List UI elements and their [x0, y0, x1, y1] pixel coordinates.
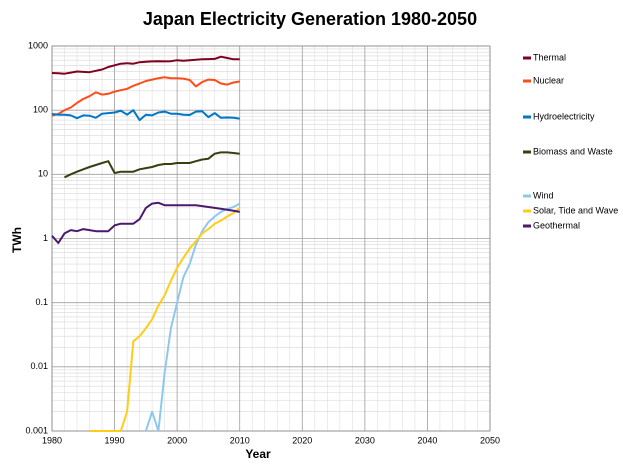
y-tick-label: 0.01 [30, 361, 48, 371]
legend-label: Hydroelectricity [533, 111, 595, 121]
legend-label: Nuclear [533, 75, 564, 85]
series-line [51, 55, 240, 75]
legend-label: Wind [533, 190, 554, 200]
x-tick-label: 2040 [417, 435, 437, 445]
x-tick-label: 1980 [42, 435, 62, 445]
legend-label: Solar, Tide and Wave [533, 205, 618, 215]
x-tick-label: 2010 [230, 435, 250, 445]
series-line [64, 151, 240, 179]
y-tick-label: 1000 [28, 40, 48, 50]
x-tick-label: 2000 [167, 435, 187, 445]
x-axis-label: Year [245, 447, 271, 461]
y-tick-label: 100 [33, 105, 48, 115]
y-tick-label: 0.1 [35, 297, 48, 307]
plot-frame [51, 45, 491, 432]
x-tick-label: 2030 [355, 435, 375, 445]
series-line [51, 201, 240, 244]
y-axis-label: TWh [10, 227, 24, 253]
x-tick-label: 2020 [292, 435, 312, 445]
series-line [89, 207, 241, 432]
chart-title: Japan Electricity Generation 1980-2050 [143, 9, 477, 29]
x-tick-label: 1990 [105, 435, 125, 445]
y-tick-label: 1 [43, 233, 48, 243]
legend-label: Biomass and Waste [533, 146, 613, 156]
series-line [51, 109, 240, 122]
series-line [51, 76, 240, 117]
legend-label: Thermal [533, 52, 566, 62]
legend-label: Geothermal [533, 220, 580, 230]
y-tick-label: 10 [38, 169, 48, 179]
x-tick-label: 2050 [480, 435, 500, 445]
series-line [144, 202, 241, 432]
y-tick-label: 0.001 [25, 425, 48, 435]
